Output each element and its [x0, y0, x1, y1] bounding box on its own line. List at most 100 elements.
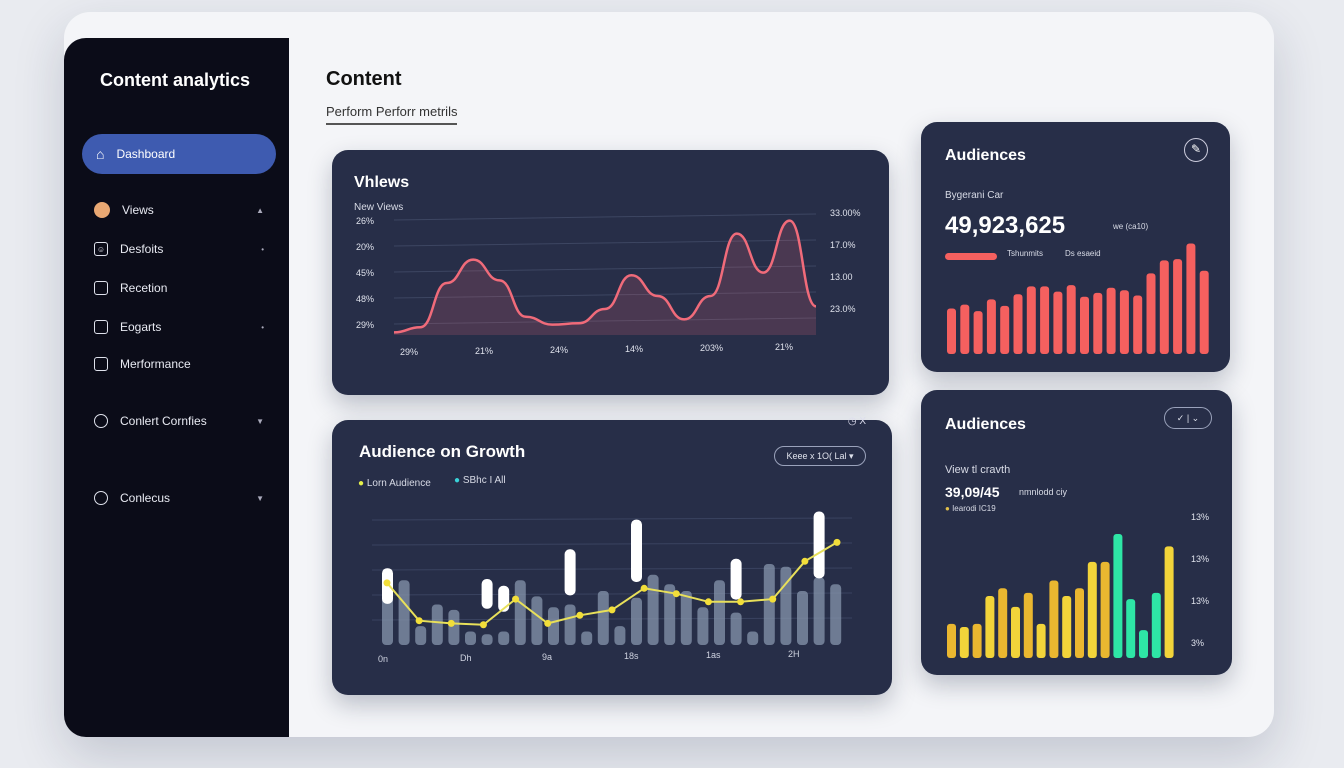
x-tick-label: 29%: [400, 347, 418, 357]
bar: [1126, 599, 1136, 658]
bar: [631, 597, 642, 645]
y-tick-label: 45%: [356, 268, 374, 278]
y-tick-label: 13%: [1191, 554, 1209, 564]
x-tick-label: 203%: [700, 343, 723, 353]
close-label: X: [859, 416, 866, 427]
home-icon: ⌂: [96, 146, 105, 162]
bar: [998, 588, 1008, 658]
sidebar-item-dashboard[interactable]: ⌂ Dashboard: [82, 134, 276, 174]
legend-label: Ds esaeid: [1065, 249, 1101, 258]
bar: [960, 304, 970, 354]
sidebar-item-views[interactable]: Views ▲: [94, 202, 264, 218]
bar: [1013, 294, 1023, 354]
chevron-up-icon: ▲: [256, 205, 264, 215]
highlight-bar: [813, 511, 825, 579]
bar: [763, 564, 775, 645]
chevron-down-icon: ⌄: [1191, 412, 1200, 423]
bar: [647, 574, 659, 645]
audiences-growth-card: Audiences ✓ | ⌄ View tl cravth 39,09/45 …: [921, 390, 1232, 675]
line-point: [544, 619, 552, 627]
views-line: [393, 219, 817, 334]
y-tick-label-right: 33.00%: [830, 208, 861, 218]
chevron-icon: •: [261, 244, 264, 254]
legend-item: ● Lorn Audience: [358, 478, 431, 489]
bar: [1026, 286, 1036, 354]
close-button[interactable]: ◷ X: [847, 416, 866, 427]
toggle-buttons[interactable]: ✓ | ⌄: [1164, 407, 1212, 429]
bar: [597, 591, 609, 645]
sidebar-item-merformance[interactable]: Merformance: [94, 357, 264, 371]
line-point: [479, 621, 487, 629]
bar: [1093, 292, 1103, 354]
bar: [959, 627, 969, 658]
bar: [697, 607, 709, 645]
range-dropdown[interactable]: Keee x 1O( Lal ▾: [774, 446, 866, 466]
line-point: [672, 590, 680, 598]
bar: [531, 596, 543, 645]
bar: [985, 596, 995, 658]
y-tick-label: 48%: [356, 294, 374, 304]
y-tick-label: 29%: [356, 320, 374, 330]
bar: [1173, 259, 1183, 354]
bar: [1023, 592, 1033, 658]
gridline: [371, 567, 853, 571]
bar: [1133, 295, 1143, 354]
legend-item: ● SBhc I All: [454, 475, 506, 486]
sidebar-item-label: Eogarts: [120, 320, 162, 334]
chevron-down-icon: ▼: [256, 493, 264, 503]
line-point: [704, 598, 712, 606]
page-subtitle-tab[interactable]: Perform Perforr metrils: [326, 104, 458, 125]
x-tick-label: 1as: [706, 650, 721, 660]
legend-label: SBhc I All: [462, 475, 506, 486]
sidebar-item-label: Conlert Cornfies: [120, 414, 207, 428]
bar: [415, 626, 427, 645]
y-tick-label: 13%: [1191, 596, 1209, 606]
highlight-bar: [564, 549, 576, 596]
sidebar-item-conlecus[interactable]: Conlecus ▼: [94, 491, 264, 505]
sidebar-item-eogarts[interactable]: Eogarts •: [94, 320, 264, 334]
bar: [797, 591, 808, 645]
bar: [448, 609, 460, 645]
x-tick-label: 9a: [542, 652, 552, 662]
bar: [481, 634, 493, 645]
chat-icon: [94, 491, 108, 505]
inbox-icon: [94, 281, 108, 295]
audience-growth-card: Audience on Growth ◷ X Keee x 1O( Lal ▾ …: [332, 416, 892, 695]
y-tick-label: 13%: [1191, 512, 1209, 522]
line-point: [576, 611, 584, 619]
bar: [1049, 580, 1059, 658]
sidebar-item-recetion[interactable]: Recetion: [94, 281, 264, 295]
check-icon: ✓: [1176, 412, 1185, 423]
x-tick-label: 18s: [624, 651, 639, 661]
bar: [730, 612, 742, 645]
y-tick-label-right: 13.00: [830, 272, 853, 282]
x-tick-label: 21%: [775, 342, 793, 352]
bar: [1000, 305, 1010, 354]
bar: [1113, 534, 1123, 658]
sidebar-item-label: Desfoits: [120, 242, 164, 256]
edit-button[interactable]: ✎: [1184, 138, 1208, 162]
y-tick-label: 26%: [356, 216, 374, 226]
bar: [614, 626, 626, 645]
bar: [714, 580, 725, 645]
avatar: [94, 202, 110, 218]
sidebar-item-conlert-cornfies[interactable]: Conlert Cornfies ▼: [94, 414, 264, 428]
bar: [514, 580, 526, 645]
gridline: [393, 317, 817, 325]
bar: [972, 623, 982, 658]
line-point: [833, 538, 841, 546]
calendar-icon: [94, 357, 108, 371]
bar: [1151, 592, 1161, 658]
globe-icon: [94, 414, 108, 428]
bar: [1119, 290, 1129, 354]
bar: [973, 311, 983, 354]
gridline: [393, 239, 817, 247]
bar: [680, 591, 692, 645]
sidebar-item-desfoits[interactable]: ☺ Desfoits •: [94, 242, 264, 256]
line-point: [512, 595, 520, 603]
y-tick-label: 20%: [356, 242, 374, 252]
bar: [564, 604, 576, 645]
card-subtitle: New Views: [354, 202, 404, 213]
chevron-down-icon: ▾: [849, 450, 854, 461]
bar: [1106, 287, 1116, 354]
